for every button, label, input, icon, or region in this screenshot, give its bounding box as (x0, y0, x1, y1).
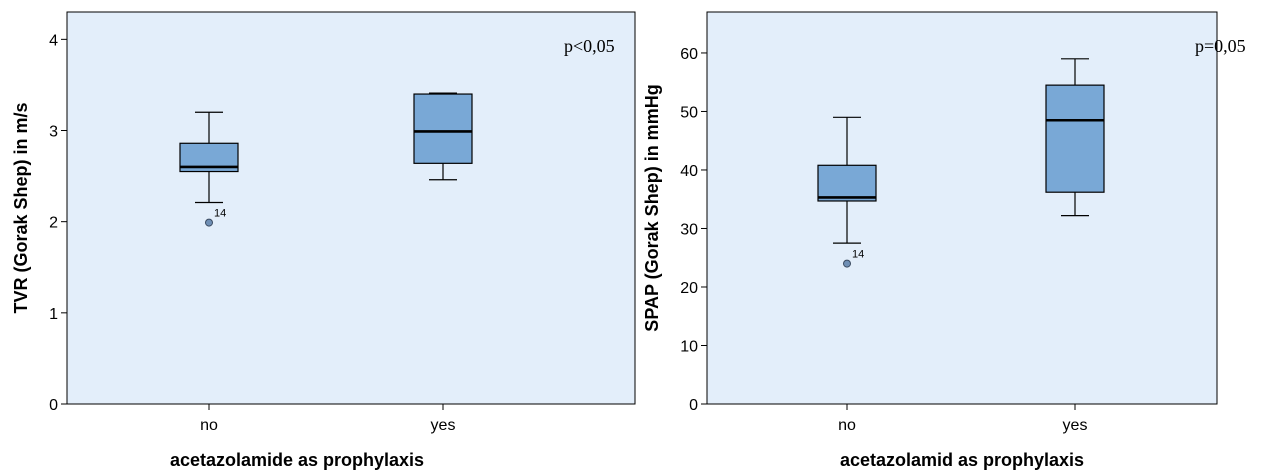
y-axis-title-tvr: TVR (Gorak Shep) in m/s (11, 102, 31, 313)
boxes-spap: 14 (817, 58, 1105, 268)
chart-panel-spap: 0 10 20 30 40 50 60 no yes 14 SPAP (Gorak Shep)… (642, 11, 1246, 470)
plot-area-tvr (66, 11, 636, 405)
x-axis-ticks-tvr: no yes (200, 404, 455, 434)
y-axis-ticks-tvr: 0 1 2 3 4 (49, 32, 67, 414)
y-axis-title-spap: SPAP (Gorak Shep) in mmHg (642, 84, 662, 331)
y-tick-label: 50 (680, 104, 698, 121)
x-tick-label: yes (1063, 417, 1088, 434)
y-tick-label: 40 (680, 163, 698, 180)
x-tick-label: no (838, 417, 856, 434)
x-tick-label: no (200, 417, 218, 434)
x-tick-label: yes (431, 417, 456, 434)
box-yes-tvr (413, 92, 473, 181)
iqr-box (413, 93, 473, 164)
outlier-point (205, 218, 213, 227)
y-tick-label: 4 (49, 32, 58, 49)
p-value-annotation-tvr: p<0,05 (564, 36, 615, 56)
p-value-annotation-spap: p=0,05 (1195, 36, 1246, 56)
iqr-box (1045, 84, 1105, 193)
chart-panel-tvr: 0 1 2 3 4 no yes 14 TVR (Gorak Shep) in m/s a… (11, 11, 636, 470)
outlier-point (843, 259, 851, 268)
y-axis-ticks-spap: 0 10 20 30 40 50 60 (680, 46, 707, 414)
y-tick-label: 2 (49, 215, 58, 232)
y-tick-label: 20 (680, 280, 698, 297)
outlier-label: 14 (214, 208, 226, 220)
y-tick-label: 30 (680, 221, 698, 238)
plot-area-spap (706, 11, 1218, 405)
iqr-box (817, 164, 877, 202)
y-tick-label: 10 (680, 338, 698, 355)
y-tick-label: 0 (49, 397, 58, 414)
box-no-spap: 14 (817, 116, 877, 268)
y-tick-label: 60 (680, 46, 698, 63)
y-tick-label: 1 (49, 306, 58, 323)
outlier-label: 14 (852, 249, 864, 261)
y-tick-label: 0 (689, 397, 698, 414)
x-axis-ticks-spap: no yes (838, 404, 1087, 434)
boxes-tvr: 14 (179, 92, 473, 227)
x-axis-title-spap: acetazolamid as prophylaxis (840, 450, 1084, 470)
x-axis-title-tvr: acetazolamide as prophylaxis (170, 450, 424, 470)
y-tick-label: 3 (49, 124, 58, 141)
box-yes-spap (1045, 58, 1105, 217)
box-no-tvr: 14 (179, 111, 239, 227)
